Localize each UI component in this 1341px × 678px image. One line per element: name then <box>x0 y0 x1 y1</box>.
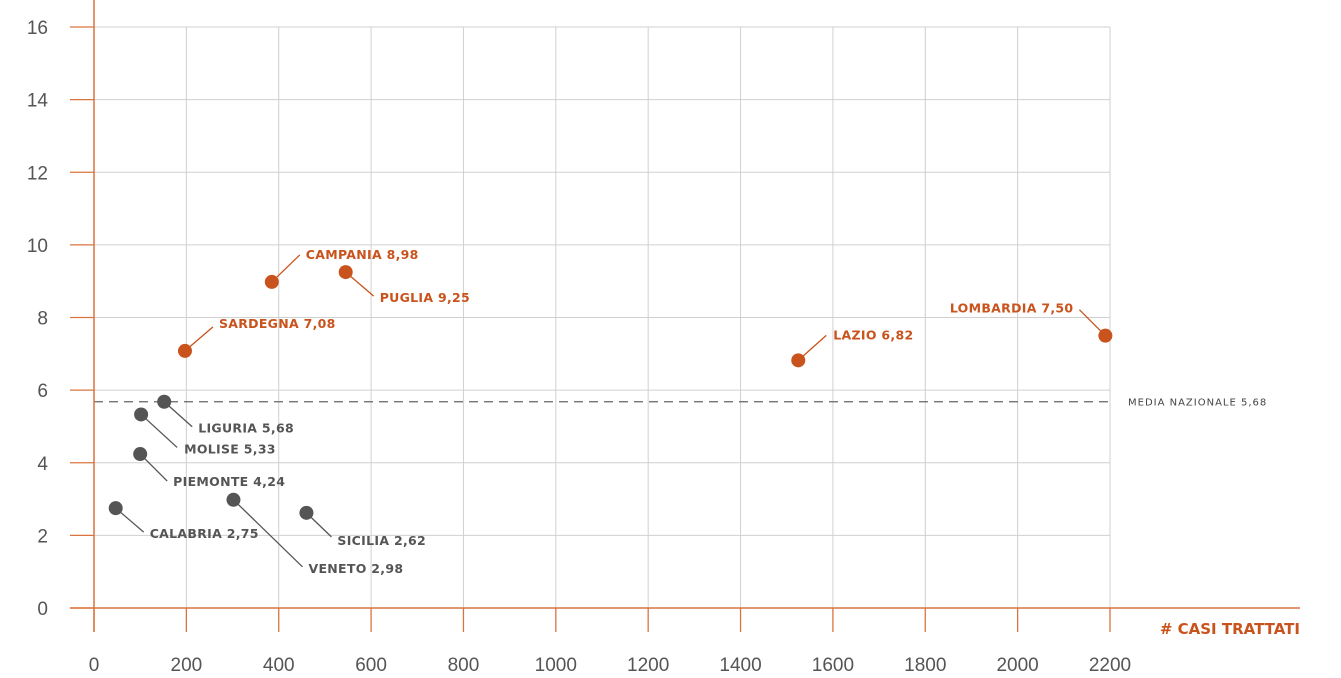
leader-line <box>233 499 303 568</box>
data-point <box>226 492 241 507</box>
data-point <box>338 265 353 280</box>
x-tick-label: 1600 <box>812 655 854 676</box>
data-label: CALABRIA 2,75 <box>150 526 259 541</box>
x-tick-label: 600 <box>355 655 387 676</box>
x-tick-label: 1400 <box>719 655 761 676</box>
x-tick-label: 1000 <box>535 655 577 676</box>
y-tick-label: 16 <box>27 18 48 39</box>
data-label: SICILIA 2,62 <box>337 533 426 548</box>
data-point <box>299 505 314 520</box>
data-label: PIEMONTE 4,24 <box>173 474 285 489</box>
y-tick-label: 2 <box>37 526 48 547</box>
y-tick-label: 6 <box>37 381 48 402</box>
x-tick-label: 1800 <box>904 655 946 676</box>
grid <box>94 26 1111 608</box>
data-point <box>134 407 149 422</box>
data-point <box>791 353 806 368</box>
average-label: MEDIA NAZIONALE 5,68 <box>1128 398 1267 409</box>
data-point <box>157 394 172 409</box>
data-label: LAZIO 6,82 <box>833 327 913 342</box>
y-tick-label: 8 <box>37 309 48 330</box>
y-tick-label: 0 <box>37 599 48 620</box>
x-tick-label: 2200 <box>1089 655 1131 676</box>
data-label: LOMBARDIA 7,50 <box>950 301 1074 316</box>
x-tick-label: 400 <box>263 655 295 676</box>
data-label: CAMPANIA 8,98 <box>306 247 419 262</box>
axes <box>70 0 1300 632</box>
x-tick-label: 200 <box>171 655 203 676</box>
y-tick-label: 14 <box>27 91 49 112</box>
x-axis-title: # CASI TRATTATI <box>1160 620 1300 638</box>
x-tick-label: 800 <box>448 655 480 676</box>
data-point <box>133 447 148 462</box>
national-average: MEDIA NAZIONALE 5,68 <box>94 398 1267 409</box>
y-tick-label: 10 <box>27 236 48 257</box>
data-point <box>108 501 123 516</box>
data-label: SARDEGNA 7,08 <box>219 316 336 331</box>
y-axis-ticks: 0 2 4 6 8 10 12 14 16 <box>27 18 94 620</box>
y-tick-label: 12 <box>27 163 48 184</box>
data-label: MOLISE 5,33 <box>184 441 276 456</box>
x-axis-ticks: 0 200 400 600 800 1000 1200 1400 1600 1800 2000 220… <box>89 608 1131 676</box>
data-label: LIGURIA 5,68 <box>198 421 294 436</box>
data-point <box>264 274 279 289</box>
x-tick-label: 0 <box>89 655 100 676</box>
data-point <box>1098 328 1113 343</box>
data-label: PUGLIA 9,25 <box>380 290 470 305</box>
y-tick-label: 4 <box>37 454 48 475</box>
data-label: VENETO 2,98 <box>308 561 403 576</box>
data-point <box>177 343 192 358</box>
x-tick-label: 1200 <box>627 655 669 676</box>
leader-line <box>140 413 178 448</box>
data-points: CAMPANIA 8,98 PUGLIA 9,25 SARDEGNA 7,08 LAZ… <box>108 247 1113 576</box>
x-tick-label: 2000 <box>996 655 1038 676</box>
